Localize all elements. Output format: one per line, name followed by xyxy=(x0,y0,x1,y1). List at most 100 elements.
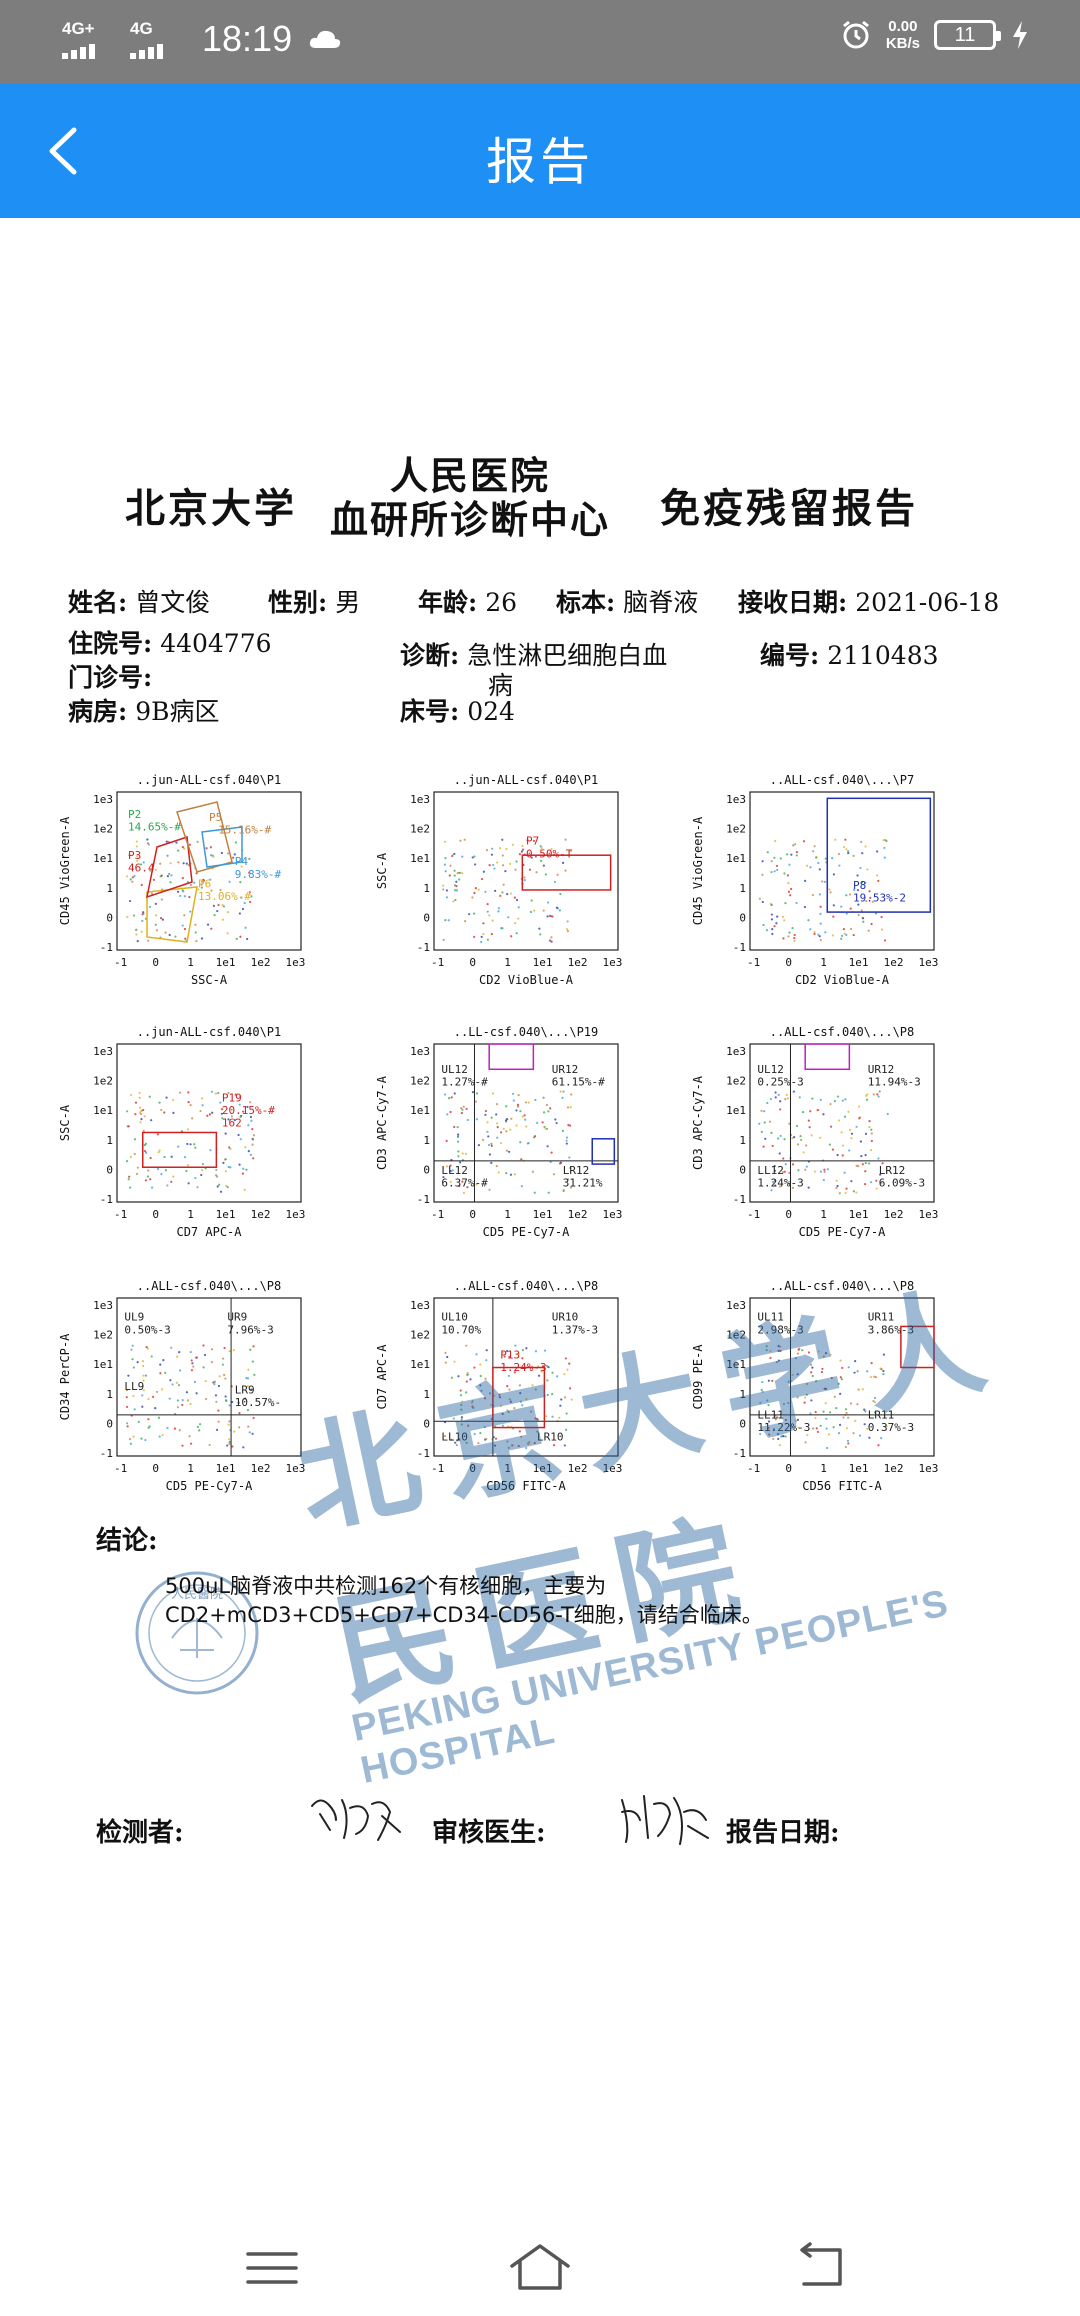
event-dot xyxy=(564,1357,567,1360)
event-dot xyxy=(130,1348,133,1351)
gate-label: 7.96%-3 xyxy=(227,1323,273,1336)
gate-label: UR9 xyxy=(227,1311,247,1324)
event-dot xyxy=(855,1191,858,1194)
event-dot xyxy=(233,853,236,856)
title-mid-line1: 人民医院 xyxy=(389,453,550,498)
tick-label-x: 1e3 xyxy=(919,1208,939,1221)
event-dot xyxy=(252,1134,256,1137)
tick-label-x: -1 xyxy=(431,1208,444,1221)
status-left: 4G+ 4G 18:19 xyxy=(60,18,342,60)
event-dot xyxy=(509,862,512,866)
event-dot xyxy=(498,1396,502,1399)
gate-region xyxy=(146,835,193,899)
event-dot xyxy=(796,1143,800,1146)
event-dot xyxy=(239,935,242,938)
event-dot xyxy=(228,1440,231,1444)
flow-plot-6: ..ALL-csf.040\...\P8 UL12 0.25%-3 UR12 11.94… xyxy=(688,1022,978,1254)
gate-region xyxy=(176,801,233,873)
event-dot xyxy=(246,1377,250,1380)
number-value: 2110483 xyxy=(827,641,939,670)
event-dot xyxy=(782,1402,786,1406)
axis-label-y: CD7 APC-A xyxy=(375,1344,389,1410)
event-dot xyxy=(498,847,502,850)
event-dot xyxy=(127,1125,130,1128)
event-dot xyxy=(453,884,457,887)
event-dot xyxy=(195,939,198,943)
event-dot xyxy=(856,1370,859,1373)
event-dot xyxy=(803,905,806,909)
event-dot xyxy=(771,932,774,936)
event-dot xyxy=(788,863,791,866)
event-dot xyxy=(864,845,867,848)
event-dot xyxy=(228,1438,231,1441)
event-dot xyxy=(452,853,455,856)
event-dot xyxy=(457,1155,460,1158)
event-dot xyxy=(166,854,169,857)
gate-label: LR11 xyxy=(868,1409,895,1422)
event-dot xyxy=(521,1404,524,1407)
event-dot xyxy=(870,1148,873,1152)
received-label: 接收日期: xyxy=(738,588,848,617)
event-dot xyxy=(819,912,822,915)
event-dot xyxy=(129,1093,133,1097)
event-dot xyxy=(177,849,180,852)
seal-text: 人民醫院 xyxy=(171,1587,223,1602)
event-dot xyxy=(841,1099,844,1102)
event-dot xyxy=(175,1381,178,1384)
menu-icon[interactable] xyxy=(240,2240,304,2296)
event-dot xyxy=(811,1374,814,1378)
event-dot xyxy=(142,1374,145,1377)
gate-label: 6.37%-# xyxy=(441,1177,488,1190)
event-dot xyxy=(835,1179,838,1182)
event-dot xyxy=(517,917,520,920)
event-dot xyxy=(551,915,554,918)
event-dot xyxy=(451,854,454,858)
gate-region xyxy=(900,1325,935,1369)
event-dot xyxy=(480,877,484,881)
event-dot xyxy=(491,919,494,922)
event-dot xyxy=(825,1417,828,1420)
event-dot xyxy=(140,1109,143,1113)
event-dot xyxy=(879,1173,882,1176)
signal-sim1-icon: 4G+ xyxy=(60,19,118,59)
event-dot xyxy=(456,1439,459,1442)
event-dot xyxy=(828,1411,832,1414)
event-dot xyxy=(132,1435,135,1438)
event-dot xyxy=(452,900,455,903)
event-dot xyxy=(792,844,795,847)
event-dot xyxy=(450,1376,453,1379)
event-dot xyxy=(547,1191,550,1194)
event-dot xyxy=(248,1431,251,1434)
home-icon[interactable] xyxy=(508,2240,572,2296)
event-dot xyxy=(852,854,855,857)
event-dot xyxy=(828,1143,831,1146)
event-dot xyxy=(502,1127,505,1131)
event-dot xyxy=(819,905,822,908)
event-dot xyxy=(784,1098,787,1101)
tick-label-y: 0 xyxy=(739,1417,746,1430)
event-dot xyxy=(251,1432,254,1435)
chevron-left-icon[interactable] xyxy=(36,116,96,186)
event-dot xyxy=(542,909,545,912)
number-field: 编号: 2110483 xyxy=(760,636,939,672)
event-dot xyxy=(237,1133,240,1137)
event-dot xyxy=(160,1108,163,1112)
speed-unit: KB/s xyxy=(885,35,920,52)
event-dot xyxy=(250,1119,253,1122)
event-dot xyxy=(843,932,846,935)
event-dot xyxy=(518,1384,521,1387)
tick-label-x: 1e2 xyxy=(568,1208,588,1221)
gate-label: 6.09%-3 xyxy=(879,1177,925,1190)
tick-label-x: 0 xyxy=(152,1208,159,1221)
event-dot xyxy=(877,879,880,882)
event-dot xyxy=(805,1382,809,1386)
event-dot xyxy=(810,1134,813,1137)
back-icon[interactable] xyxy=(790,2240,854,2296)
received-date-field: 接收日期: 2021-06-18 xyxy=(738,583,999,619)
event-dot xyxy=(510,892,513,895)
plot-title: ..LL-csf.040\...\P19 xyxy=(454,1025,599,1039)
event-dot xyxy=(554,1118,557,1121)
event-dot xyxy=(245,1376,248,1380)
event-dot xyxy=(864,1132,868,1135)
